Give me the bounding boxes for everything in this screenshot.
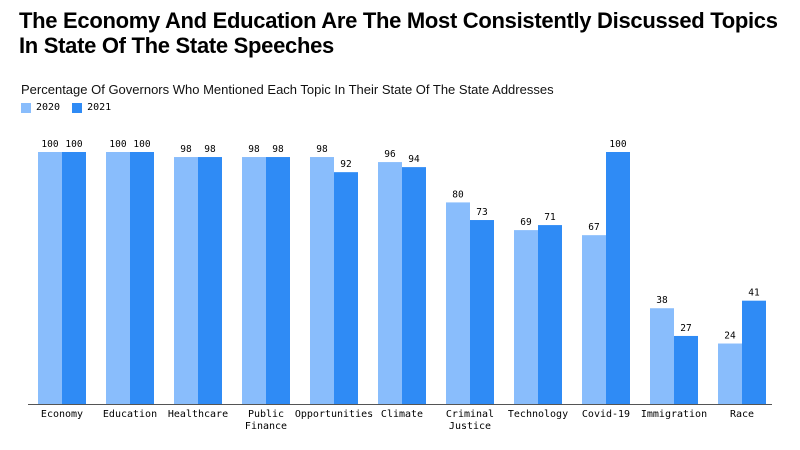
data-label-climate-2020: 96 [384, 149, 396, 160]
bar-covid-19-2020 [582, 235, 606, 404]
bar-economy-2020 [38, 152, 62, 404]
tick-label-covid-19: Covid-19 [582, 409, 630, 420]
chart-subtitle: Percentage Of Governors Who Mentioned Ea… [21, 82, 554, 97]
data-label-healthcare-2021: 98 [204, 144, 216, 155]
tick-label-climate: Climate [381, 409, 423, 420]
bar-opportunities-2020 [310, 157, 334, 404]
bar-covid-19-2021 [606, 152, 630, 404]
bar-public-finance-2021 [266, 157, 290, 404]
tick-label-technology: Technology [508, 409, 568, 420]
data-label-immigration-2021: 27 [680, 323, 691, 334]
data-label-healthcare-2020: 98 [180, 144, 192, 155]
bar-technology-2020 [514, 230, 538, 404]
bar-healthcare-2021 [198, 157, 222, 404]
tick-label-race: Race [730, 409, 754, 420]
tick-label-immigration: Immigration [641, 409, 707, 420]
legend-swatch-2020 [21, 102, 31, 113]
data-label-opportunities-2020: 98 [316, 144, 328, 155]
bar-climate-2021 [402, 167, 426, 404]
legend-item-2020: 2020 [21, 102, 60, 113]
data-label-covid-19-2020: 67 [588, 222, 599, 233]
data-label-education-2020: 100 [109, 139, 126, 150]
legend: 2020 2021 [21, 102, 123, 113]
bar-education-2020 [106, 152, 130, 404]
data-label-immigration-2020: 38 [656, 295, 668, 306]
data-label-education-2021: 100 [133, 139, 150, 150]
bar-climate-2020 [378, 162, 402, 404]
data-label-technology-2021: 71 [544, 212, 556, 223]
tick-label-education: Education [103, 409, 157, 420]
bar-economy-2021 [62, 152, 86, 404]
data-label-economy-2020: 100 [41, 139, 58, 150]
tick-label-public-finance: Public Finance [245, 409, 287, 432]
bar-technology-2021 [538, 225, 562, 404]
tick-label-criminal-justice: Criminal Justice [446, 409, 494, 432]
bar-public-finance-2020 [242, 157, 266, 404]
bar-race-2020 [718, 343, 742, 404]
data-label-opportunities-2021: 92 [340, 159, 351, 170]
bar-opportunities-2021 [334, 172, 358, 404]
data-label-public-finance-2021: 98 [272, 144, 284, 155]
legend-item-2021: 2021 [72, 102, 111, 113]
data-label-criminal-justice-2021: 73 [476, 207, 487, 218]
bar-immigration-2020 [650, 308, 674, 404]
bar-healthcare-2020 [174, 157, 198, 404]
tick-label-healthcare: Healthcare [168, 409, 228, 420]
bar-race-2021 [742, 300, 766, 404]
chart-title: The Economy And Education Are The Most C… [19, 8, 778, 58]
data-label-criminal-justice-2020: 80 [452, 189, 464, 200]
bar-immigration-2021 [674, 335, 698, 404]
tick-label-economy: Economy [41, 409, 83, 420]
bar-criminal-justice-2020 [446, 202, 470, 404]
data-label-race-2021: 41 [748, 288, 760, 299]
data-label-race-2020: 24 [724, 331, 736, 342]
bar-education-2021 [130, 152, 154, 404]
data-label-public-finance-2020: 98 [248, 144, 260, 155]
data-label-covid-19-2021: 100 [609, 139, 626, 150]
data-label-economy-2021: 100 [65, 139, 82, 150]
legend-label-2021: 2021 [87, 102, 112, 113]
tick-label-opportunities: Opportunities [295, 409, 373, 420]
data-label-technology-2020: 69 [520, 217, 532, 228]
legend-label-2020: 2020 [36, 102, 61, 113]
bar-criminal-justice-2021 [470, 220, 494, 404]
legend-swatch-2021 [72, 102, 83, 113]
data-label-climate-2021: 94 [408, 154, 420, 165]
